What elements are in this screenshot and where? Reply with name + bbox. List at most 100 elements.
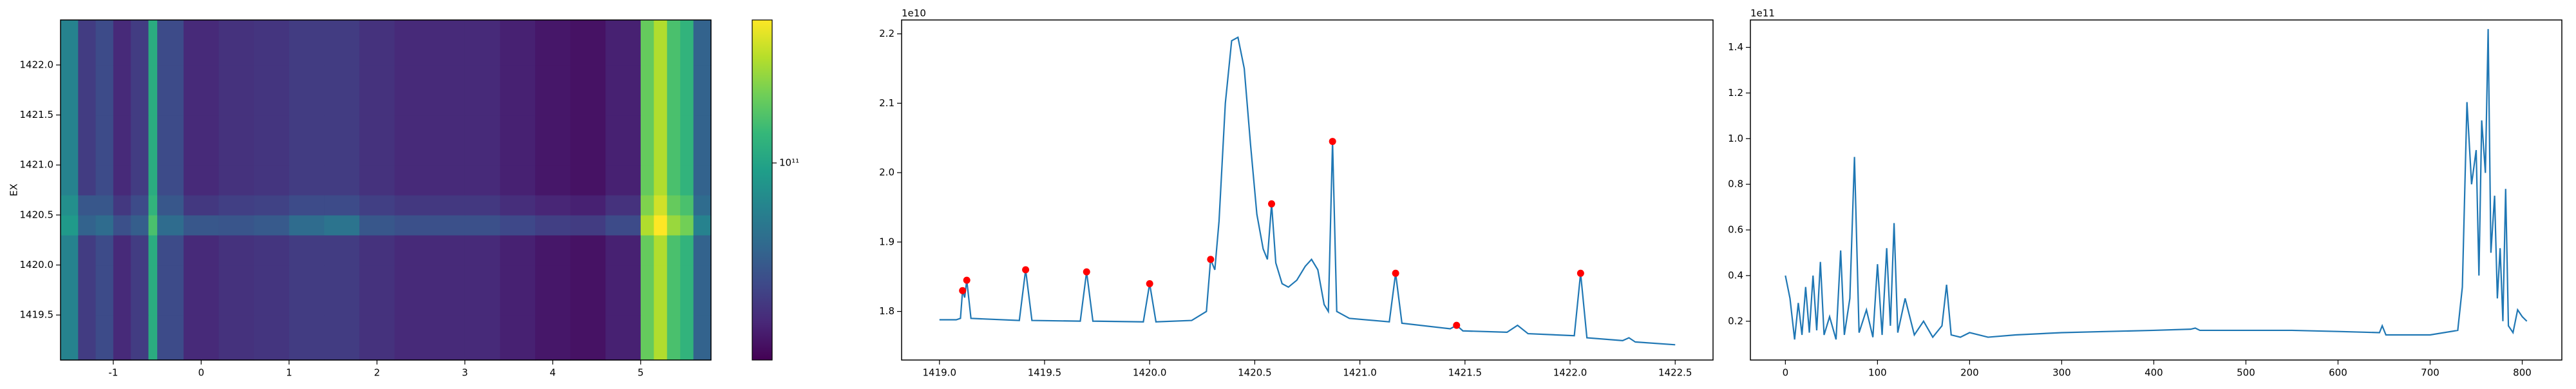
heatmap-cell bbox=[148, 64, 158, 116]
x-tick-label: 1419.5 bbox=[1028, 367, 1062, 379]
axes-frame bbox=[60, 19, 712, 361]
heatmap-cell bbox=[535, 115, 571, 166]
heatmap-cell bbox=[680, 214, 694, 236]
heatmap-cell bbox=[324, 234, 360, 266]
y-tick-label: 1420.0 bbox=[20, 259, 54, 270]
heatmap-cell bbox=[500, 265, 536, 316]
heatmap-cell bbox=[324, 20, 360, 66]
heatmap-cell bbox=[113, 115, 131, 166]
heatmap-cell bbox=[218, 315, 254, 361]
heatmap-cell bbox=[640, 165, 654, 196]
heatmap-cell bbox=[359, 194, 395, 216]
peak-marker bbox=[1022, 266, 1030, 274]
x-tick-label: 300 bbox=[2052, 367, 2071, 379]
heatmap-cell bbox=[359, 265, 395, 316]
heatmap-cell bbox=[131, 20, 149, 66]
axes-frame bbox=[901, 19, 1714, 361]
heatmap-cell bbox=[359, 214, 395, 236]
x-tick-label: 800 bbox=[2513, 367, 2532, 379]
heatmap-cell bbox=[394, 115, 430, 166]
heatmap-cell bbox=[430, 234, 466, 266]
heatmap-cell bbox=[605, 214, 641, 236]
heatmap-cell bbox=[78, 20, 97, 66]
heatmap-cell bbox=[535, 214, 571, 236]
x-tick-label: 2 bbox=[374, 367, 381, 379]
heatmap-cell bbox=[324, 165, 360, 196]
heatmap-cell bbox=[95, 214, 114, 236]
heatmap-cell bbox=[640, 64, 654, 116]
heatmap-cell bbox=[680, 194, 694, 216]
heatmap-cell bbox=[218, 265, 254, 316]
heatmap-cell bbox=[654, 315, 668, 361]
heatmap-cell bbox=[184, 315, 220, 361]
heatmap-cell bbox=[78, 165, 97, 196]
x-tick-label: 600 bbox=[2329, 367, 2347, 379]
x-tick-label: -1 bbox=[108, 367, 118, 379]
y-tick-label: 2.1 bbox=[879, 97, 895, 109]
heatmap-cell bbox=[157, 315, 184, 361]
heatmap-cell bbox=[157, 165, 184, 196]
x-tick-label: 500 bbox=[2237, 367, 2255, 379]
heatmap-cell bbox=[500, 115, 536, 166]
heatmap-cell bbox=[605, 64, 641, 116]
heatmap-cell bbox=[359, 165, 395, 196]
heatmap-cell bbox=[667, 265, 681, 316]
heatmap-cell bbox=[218, 214, 254, 236]
heatmap-cell bbox=[95, 115, 114, 166]
heatmap-cell bbox=[359, 234, 395, 266]
peak-marker bbox=[1268, 200, 1276, 208]
heatmap-cell bbox=[500, 234, 536, 266]
heatmap-cell bbox=[218, 115, 254, 166]
heatmap-cell bbox=[324, 265, 360, 316]
x-tick-label: 3 bbox=[462, 367, 468, 379]
heatmap-cell bbox=[131, 234, 149, 266]
heatmap-cell bbox=[680, 20, 694, 66]
heatmap-cell bbox=[113, 234, 131, 266]
heatmap-cell bbox=[535, 234, 571, 266]
heatmap-cell bbox=[640, 194, 654, 216]
heatmap-cell bbox=[78, 64, 97, 116]
heatmap-cell bbox=[680, 315, 694, 361]
heatmap-cell bbox=[680, 234, 694, 266]
heatmap-cell bbox=[324, 315, 360, 361]
heatmap-cell bbox=[113, 64, 131, 116]
y-tick-label: 0.8 bbox=[1728, 178, 1743, 190]
heatmap-cell bbox=[430, 194, 466, 216]
heatmap-cell bbox=[654, 165, 668, 196]
heatmap-cell bbox=[640, 115, 654, 166]
peak-marker bbox=[1207, 256, 1215, 263]
data-line bbox=[1785, 29, 2528, 340]
heatmap-cell bbox=[254, 234, 290, 266]
heatmap-cell bbox=[131, 265, 149, 316]
heatmap-cell bbox=[148, 214, 158, 236]
heatmap-cell bbox=[113, 194, 131, 216]
heatmap-cell bbox=[254, 165, 290, 196]
heatmap-cell bbox=[430, 115, 466, 166]
x-tick-label: 1422.0 bbox=[1553, 367, 1587, 379]
heatmap-cell bbox=[570, 234, 606, 266]
heatmap-cell bbox=[430, 20, 466, 66]
heatmap-cell bbox=[131, 64, 149, 116]
heatmap-cell bbox=[78, 315, 97, 361]
heatmap-cell bbox=[289, 214, 325, 236]
heatmap-cell bbox=[289, 165, 325, 196]
heatmap-cell bbox=[693, 315, 712, 361]
heatmap-cell bbox=[289, 194, 325, 216]
heatmap-cell bbox=[667, 64, 681, 116]
heatmap-cell bbox=[324, 115, 360, 166]
heatmap-cell bbox=[148, 20, 158, 66]
heatmap-cell bbox=[184, 265, 220, 316]
heatmap-cell bbox=[640, 214, 654, 236]
heatmap-cell bbox=[693, 165, 712, 196]
heatmap-cell bbox=[254, 194, 290, 216]
axes-frame bbox=[1750, 19, 2562, 361]
heatmap-cell bbox=[464, 115, 501, 166]
heatmap-cell bbox=[464, 194, 501, 216]
heatmap-cell bbox=[289, 234, 325, 266]
heatmap-cell bbox=[430, 165, 466, 196]
heatmap-cell bbox=[570, 214, 606, 236]
heatmap-cell bbox=[430, 315, 466, 361]
heatmap-cell bbox=[394, 234, 430, 266]
heatmap-cell bbox=[654, 214, 668, 236]
